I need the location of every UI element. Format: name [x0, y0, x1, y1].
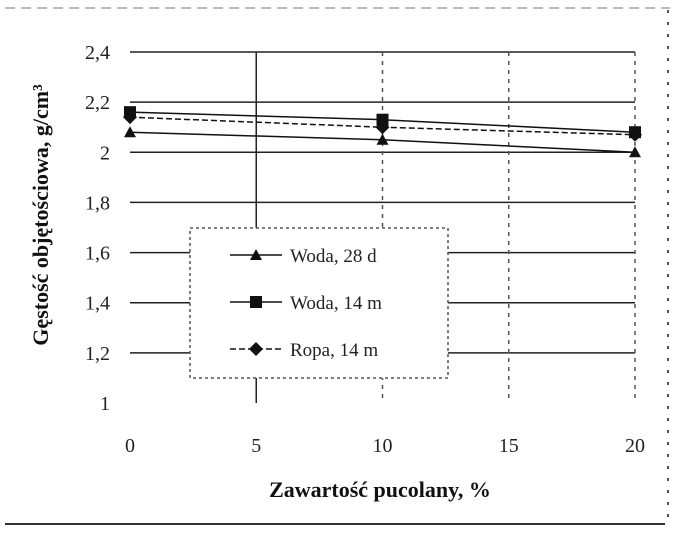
legend-marker-square — [250, 296, 262, 308]
series-point-diamond — [375, 120, 390, 135]
x-tick-label: 20 — [625, 435, 645, 457]
series-point-diamond — [123, 110, 137, 125]
x-tick-label: 5 — [251, 435, 261, 457]
x-tick-label: 15 — [499, 435, 519, 457]
x-axis-title: Zawartość pucolany, % — [269, 477, 491, 502]
legend-box — [189, 227, 449, 379]
y-axis-title: Gęstość objętościowa, g/cm³ — [28, 84, 53, 346]
series-point-diamond — [628, 127, 642, 142]
y-tick-label: 1,4 — [85, 293, 110, 315]
y-tick-label: 2,2 — [85, 92, 110, 114]
series-point-triangle — [124, 126, 136, 138]
legend-marker-diamond — [249, 342, 263, 356]
series-point-triangle — [629, 146, 641, 158]
legend-label: Woda, 14 m — [290, 293, 382, 314]
legend-label: Woda, 28 d — [290, 246, 377, 267]
y-tick-label: 2 — [100, 142, 110, 164]
y-tick-label: 1,2 — [85, 343, 110, 365]
legend-marker-triangle — [250, 249, 262, 260]
y-tick-label: 1,8 — [85, 192, 110, 214]
series-point-square — [376, 113, 389, 126]
legend: Woda, 28 d Woda, 14 m Ropa, 14 m — [189, 227, 449, 379]
x-tick-label: 10 — [373, 435, 393, 457]
x-tick-label: 0 — [125, 435, 135, 457]
legend-label: Ropa, 14 m — [290, 340, 378, 361]
y-tick-label: 1 — [100, 393, 110, 415]
series-layer — [123, 106, 642, 158]
series-point-triangle — [376, 133, 389, 145]
y-tick-label: 1,6 — [85, 243, 110, 265]
y-tick-label: 2,4 — [85, 42, 110, 64]
tick-labels: 1 1,2 1,4 1,6 1,8 2 2,2 2,4 0 5 10 15 20 — [85, 42, 645, 457]
